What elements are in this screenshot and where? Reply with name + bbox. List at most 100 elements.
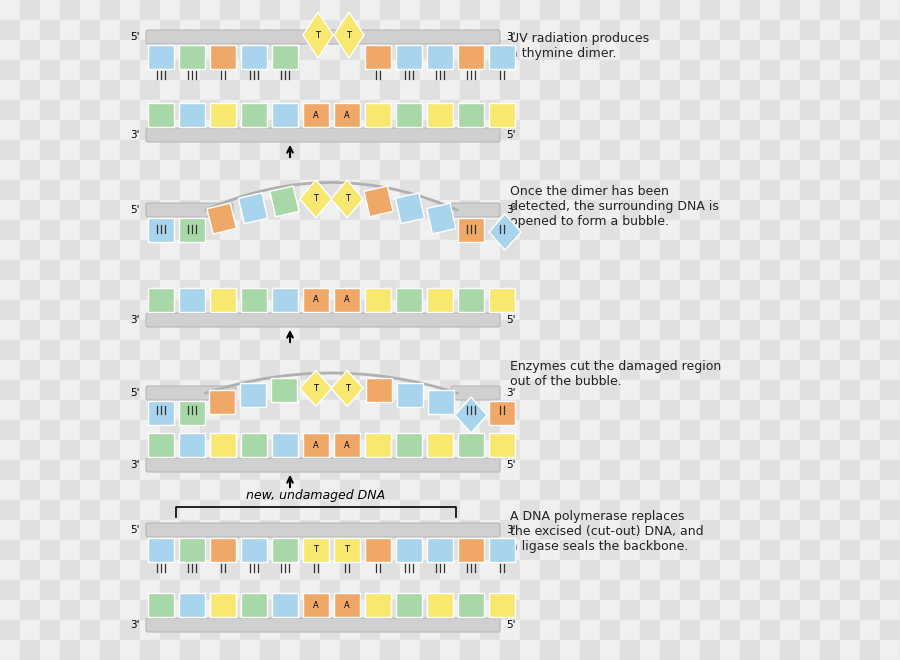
Bar <box>880 440 900 460</box>
Bar <box>280 100 300 120</box>
Bar <box>300 460 320 480</box>
Bar <box>100 300 120 320</box>
Bar <box>360 200 380 220</box>
Bar <box>100 560 120 580</box>
Bar <box>680 280 700 300</box>
Bar <box>540 520 560 540</box>
Bar <box>540 480 560 500</box>
Bar <box>280 120 300 140</box>
Bar <box>800 120 820 140</box>
Bar <box>280 340 300 360</box>
Bar <box>280 380 300 400</box>
Bar <box>600 560 620 580</box>
Bar <box>880 540 900 560</box>
Bar <box>400 560 420 580</box>
Bar <box>880 260 900 280</box>
Bar <box>580 160 600 180</box>
Bar <box>860 440 880 460</box>
Bar <box>700 480 720 500</box>
Bar <box>100 180 120 200</box>
Bar <box>820 420 840 440</box>
Bar <box>400 40 420 60</box>
FancyBboxPatch shape <box>427 433 453 457</box>
Bar <box>180 120 200 140</box>
Bar <box>340 180 360 200</box>
Bar <box>420 200 440 220</box>
Bar <box>240 480 260 500</box>
Bar <box>600 640 620 660</box>
Bar <box>380 40 400 60</box>
Bar <box>80 580 100 600</box>
Bar <box>580 60 600 80</box>
Bar <box>220 460 240 480</box>
Bar <box>760 640 780 660</box>
Bar <box>520 480 540 500</box>
Bar <box>840 200 860 220</box>
Bar <box>700 260 720 280</box>
Bar <box>660 380 680 400</box>
Bar <box>80 440 100 460</box>
Bar <box>860 0 880 20</box>
Bar <box>180 40 200 60</box>
Bar <box>760 380 780 400</box>
Bar <box>860 580 880 600</box>
Bar <box>480 260 500 280</box>
Bar <box>780 140 800 160</box>
Bar <box>720 400 740 420</box>
Bar <box>340 580 360 600</box>
Bar <box>440 20 460 40</box>
FancyBboxPatch shape <box>396 288 422 312</box>
Bar <box>480 520 500 540</box>
Bar <box>660 80 680 100</box>
Bar <box>240 100 260 120</box>
Bar <box>240 220 260 240</box>
Bar <box>860 200 880 220</box>
Bar <box>380 460 400 480</box>
Bar <box>460 460 480 480</box>
Bar <box>0 360 20 380</box>
Bar <box>720 280 740 300</box>
Bar <box>100 80 120 100</box>
Bar <box>620 600 640 620</box>
FancyBboxPatch shape <box>179 103 205 127</box>
Bar <box>840 180 860 200</box>
Bar <box>660 220 680 240</box>
Polygon shape <box>331 180 364 218</box>
Bar <box>240 580 260 600</box>
Bar <box>120 20 140 40</box>
Bar <box>140 620 160 640</box>
Bar <box>780 360 800 380</box>
Bar <box>20 80 40 100</box>
Bar <box>560 80 580 100</box>
Bar <box>40 440 60 460</box>
Bar <box>200 260 220 280</box>
Bar <box>740 320 760 340</box>
Bar <box>600 160 620 180</box>
Bar <box>760 620 780 640</box>
Bar <box>640 480 660 500</box>
Bar <box>60 160 80 180</box>
Bar <box>180 380 200 400</box>
Bar <box>880 20 900 40</box>
Bar <box>500 340 520 360</box>
Bar <box>700 440 720 460</box>
Bar <box>880 40 900 60</box>
Bar <box>840 620 860 640</box>
Bar <box>800 320 820 340</box>
Bar <box>280 220 300 240</box>
Bar <box>420 640 440 660</box>
Bar <box>100 340 120 360</box>
FancyBboxPatch shape <box>272 288 298 312</box>
Bar <box>740 340 760 360</box>
Bar <box>720 100 740 120</box>
Text: UV radiation produces
a thymine dimer.: UV radiation produces a thymine dimer. <box>510 32 649 60</box>
Bar <box>700 420 720 440</box>
Bar <box>440 380 460 400</box>
Bar <box>180 20 200 40</box>
Bar <box>640 500 660 520</box>
Bar <box>640 80 660 100</box>
Bar <box>280 0 300 20</box>
Bar <box>80 120 100 140</box>
Bar <box>180 240 200 260</box>
Bar <box>120 0 140 20</box>
